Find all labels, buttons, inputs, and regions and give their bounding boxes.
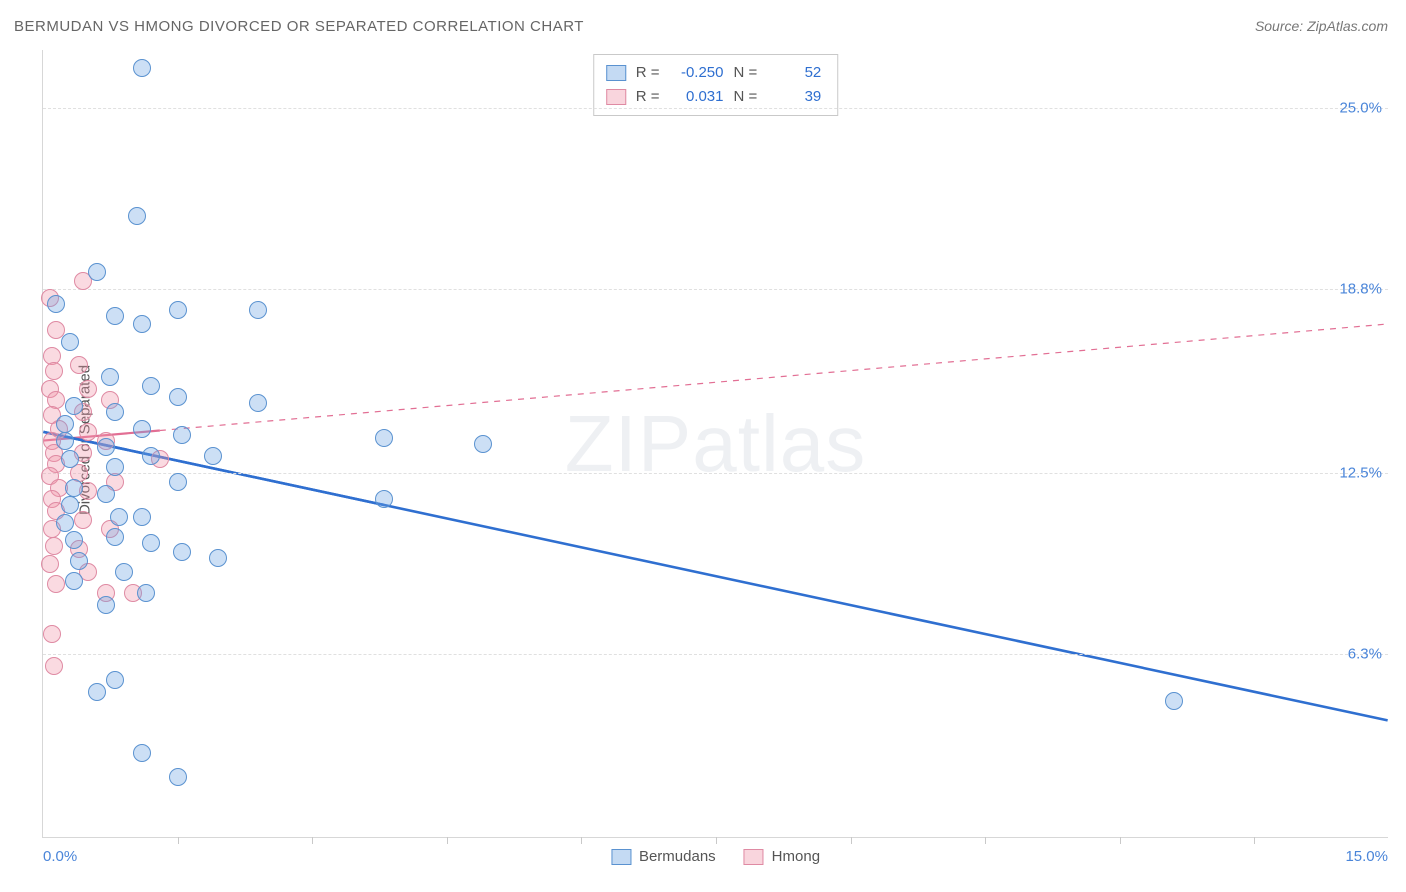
scatter-point: [204, 447, 222, 465]
x-tick: [851, 837, 852, 844]
x-tick: [1120, 837, 1121, 844]
swatch-blue-icon: [611, 849, 631, 865]
scatter-point: [169, 388, 187, 406]
legend-item-hmong: Hmong: [744, 848, 820, 865]
scatter-point: [56, 415, 74, 433]
plot-area: ZIPatlas R = -0.250 N = 52 R = 0.031 N =…: [42, 50, 1388, 838]
legend-item-bermudans: Bermudans: [611, 848, 716, 865]
scatter-point: [74, 511, 92, 529]
scatter-point: [79, 380, 97, 398]
scatter-point: [133, 508, 151, 526]
x-tick: [985, 837, 986, 844]
scatter-point: [65, 479, 83, 497]
scatter-point: [209, 549, 227, 567]
scatter-point: [375, 490, 393, 508]
scatter-point: [97, 596, 115, 614]
scatter-point: [45, 657, 63, 675]
y-tick-label: 25.0%: [1339, 100, 1382, 117]
x-tick: [312, 837, 313, 844]
scatter-point: [65, 572, 83, 590]
scatter-point: [137, 584, 155, 602]
gridline: [43, 654, 1388, 655]
scatter-point: [70, 356, 88, 374]
trend-lines: [43, 50, 1388, 837]
scatter-point: [474, 435, 492, 453]
scatter-point: [106, 307, 124, 325]
scatter-point: [249, 301, 267, 319]
chart-container: BERMUDAN VS HMONG DIVORCED OR SEPARATED …: [0, 0, 1406, 892]
scatter-point: [61, 496, 79, 514]
scatter-point: [56, 432, 74, 450]
scatter-point: [106, 528, 124, 546]
scatter-point: [133, 744, 151, 762]
scatter-point: [47, 575, 65, 593]
y-tick-label: 6.3%: [1348, 646, 1382, 663]
scatter-point: [173, 426, 191, 444]
scatter-point: [142, 534, 160, 552]
trend-line-dashed: [160, 324, 1388, 430]
x-tick: [581, 837, 582, 844]
scatter-point: [88, 263, 106, 281]
scatter-point: [79, 423, 97, 441]
scatter-point: [106, 403, 124, 421]
scatter-point: [47, 295, 65, 313]
scatter-point: [97, 438, 115, 456]
y-tick-label: 18.8%: [1339, 281, 1382, 298]
scatter-point: [375, 429, 393, 447]
scatter-point: [101, 368, 119, 386]
scatter-point: [249, 394, 267, 412]
scatter-point: [128, 207, 146, 225]
scatter-point: [115, 563, 133, 581]
gridline: [43, 108, 1388, 109]
scatter-point: [45, 362, 63, 380]
trend-line-bermudans: [43, 432, 1387, 721]
scatter-point: [56, 514, 74, 532]
legend-label: Hmong: [772, 848, 820, 865]
gridline: [43, 473, 1388, 474]
scatter-point: [106, 458, 124, 476]
x-tick: [178, 837, 179, 844]
swatch-pink-icon: [744, 849, 764, 865]
scatter-point: [173, 543, 191, 561]
scatter-point: [133, 315, 151, 333]
x-axis-max-label: 15.0%: [1345, 848, 1388, 865]
legend-label: Bermudans: [639, 848, 716, 865]
scatter-point: [169, 768, 187, 786]
scatter-point: [110, 508, 128, 526]
scatter-point: [142, 447, 160, 465]
source-attribution: Source: ZipAtlas.com: [1255, 18, 1388, 34]
scatter-point: [169, 473, 187, 491]
scatter-point: [169, 301, 187, 319]
scatter-point: [65, 397, 83, 415]
x-tick: [1254, 837, 1255, 844]
x-tick: [716, 837, 717, 844]
scatter-point: [41, 555, 59, 573]
scatter-point: [133, 59, 151, 77]
scatter-point: [106, 671, 124, 689]
scatter-point: [45, 537, 63, 555]
scatter-point: [70, 552, 88, 570]
scatter-point: [65, 531, 83, 549]
gridline: [43, 289, 1388, 290]
scatter-point: [61, 333, 79, 351]
y-tick-label: 12.5%: [1339, 465, 1382, 482]
scatter-point: [97, 485, 115, 503]
scatter-point: [88, 683, 106, 701]
legend-bottom: Bermudans Hmong: [611, 848, 820, 865]
scatter-point: [1165, 692, 1183, 710]
x-axis-min-label: 0.0%: [43, 848, 77, 865]
scatter-point: [133, 420, 151, 438]
chart-title: BERMUDAN VS HMONG DIVORCED OR SEPARATED …: [14, 18, 584, 35]
scatter-point: [142, 377, 160, 395]
scatter-point: [61, 450, 79, 468]
x-tick: [447, 837, 448, 844]
scatter-point: [43, 625, 61, 643]
